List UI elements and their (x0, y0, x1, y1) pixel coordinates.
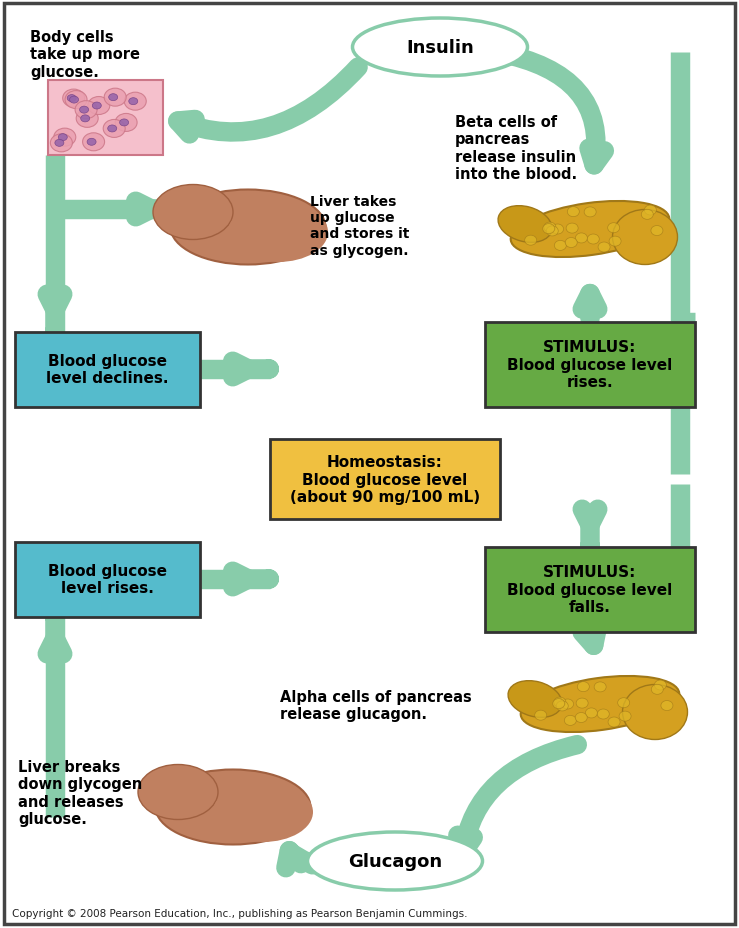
Text: Beta cells of
pancreas
release insulin
into the blood.: Beta cells of pancreas release insulin i… (455, 115, 577, 182)
Ellipse shape (598, 243, 610, 252)
Ellipse shape (498, 206, 552, 243)
Text: Blood glucose
level declines.: Blood glucose level declines. (46, 354, 168, 386)
Ellipse shape (576, 699, 588, 708)
Ellipse shape (129, 98, 137, 106)
Ellipse shape (104, 89, 126, 107)
Ellipse shape (568, 208, 579, 217)
Ellipse shape (58, 135, 67, 141)
Ellipse shape (83, 134, 105, 151)
Ellipse shape (511, 201, 670, 258)
Ellipse shape (65, 92, 87, 110)
Text: Alpha cells of pancreas
release glucagon.: Alpha cells of pancreas release glucagon… (280, 690, 471, 722)
Ellipse shape (87, 139, 96, 146)
Ellipse shape (535, 711, 547, 720)
FancyBboxPatch shape (15, 542, 200, 617)
Ellipse shape (546, 226, 558, 237)
Ellipse shape (619, 712, 631, 721)
Ellipse shape (577, 682, 589, 692)
Ellipse shape (525, 236, 537, 246)
FancyBboxPatch shape (270, 440, 500, 520)
Ellipse shape (508, 681, 562, 717)
Ellipse shape (109, 95, 118, 101)
Ellipse shape (651, 685, 664, 694)
Ellipse shape (153, 186, 233, 240)
Ellipse shape (622, 685, 687, 740)
Text: Glucagon: Glucagon (348, 852, 442, 870)
Ellipse shape (55, 140, 64, 148)
Ellipse shape (618, 698, 630, 708)
Ellipse shape (556, 702, 568, 711)
Text: Body cells
take up more
glucose.: Body cells take up more glucose. (30, 30, 140, 80)
Ellipse shape (607, 224, 620, 234)
Ellipse shape (155, 769, 310, 844)
Ellipse shape (542, 225, 555, 235)
Ellipse shape (307, 832, 483, 890)
Ellipse shape (69, 97, 78, 104)
Ellipse shape (554, 241, 566, 251)
Ellipse shape (80, 107, 89, 114)
Text: Copyright © 2008 Pearson Education, Inc., publishing as Pearson Benjamin Cumming: Copyright © 2008 Pearson Education, Inc.… (12, 908, 468, 918)
Ellipse shape (353, 19, 528, 77)
Ellipse shape (63, 90, 85, 108)
Text: STIMULUS:
Blood glucose level
falls.: STIMULUS: Blood glucose level falls. (508, 564, 672, 614)
Ellipse shape (115, 114, 137, 133)
FancyBboxPatch shape (15, 332, 200, 407)
Ellipse shape (584, 208, 596, 218)
Ellipse shape (585, 708, 597, 718)
FancyBboxPatch shape (47, 81, 163, 155)
Ellipse shape (651, 226, 663, 237)
Text: STIMULUS:
Blood glucose level
rises.: STIMULUS: Blood glucose level rises. (508, 340, 672, 390)
Ellipse shape (641, 210, 653, 220)
Ellipse shape (120, 120, 129, 127)
Ellipse shape (92, 103, 101, 110)
Ellipse shape (521, 677, 679, 732)
Ellipse shape (644, 206, 656, 216)
Ellipse shape (609, 237, 621, 247)
Ellipse shape (661, 701, 673, 711)
Ellipse shape (565, 715, 576, 726)
Text: Blood glucose
level rises.: Blood glucose level rises. (47, 563, 166, 596)
Ellipse shape (81, 116, 89, 122)
Text: Homeostasis:
Blood glucose level
(about 90 mg/100 mL): Homeostasis: Blood glucose level (about … (290, 455, 480, 504)
Ellipse shape (613, 211, 678, 265)
Ellipse shape (553, 699, 565, 709)
Text: Liver takes
up glucose
and stores it
as glycogen.: Liver takes up glucose and stores it as … (310, 195, 409, 257)
Ellipse shape (562, 699, 573, 709)
Ellipse shape (597, 709, 609, 719)
Ellipse shape (575, 713, 588, 723)
Ellipse shape (654, 680, 667, 690)
Ellipse shape (551, 225, 564, 235)
Ellipse shape (88, 97, 110, 115)
Ellipse shape (75, 101, 97, 120)
Text: Liver breaks
down glycogen
and releases
glucose.: Liver breaks down glycogen and releases … (18, 759, 142, 826)
Ellipse shape (544, 223, 556, 233)
FancyBboxPatch shape (485, 322, 695, 407)
Ellipse shape (228, 203, 328, 263)
Ellipse shape (576, 234, 588, 244)
Ellipse shape (67, 96, 76, 102)
Ellipse shape (565, 238, 577, 249)
Ellipse shape (103, 121, 125, 138)
Ellipse shape (594, 682, 606, 692)
Ellipse shape (138, 765, 218, 819)
Ellipse shape (588, 235, 599, 245)
Ellipse shape (76, 110, 98, 128)
Ellipse shape (554, 697, 566, 707)
Ellipse shape (213, 782, 313, 842)
Ellipse shape (54, 129, 76, 147)
Ellipse shape (124, 93, 146, 111)
Ellipse shape (50, 135, 72, 153)
Ellipse shape (108, 126, 117, 133)
Ellipse shape (171, 190, 325, 265)
FancyBboxPatch shape (485, 547, 695, 632)
Ellipse shape (608, 717, 620, 728)
Ellipse shape (566, 224, 578, 234)
Text: Insulin: Insulin (406, 39, 474, 57)
